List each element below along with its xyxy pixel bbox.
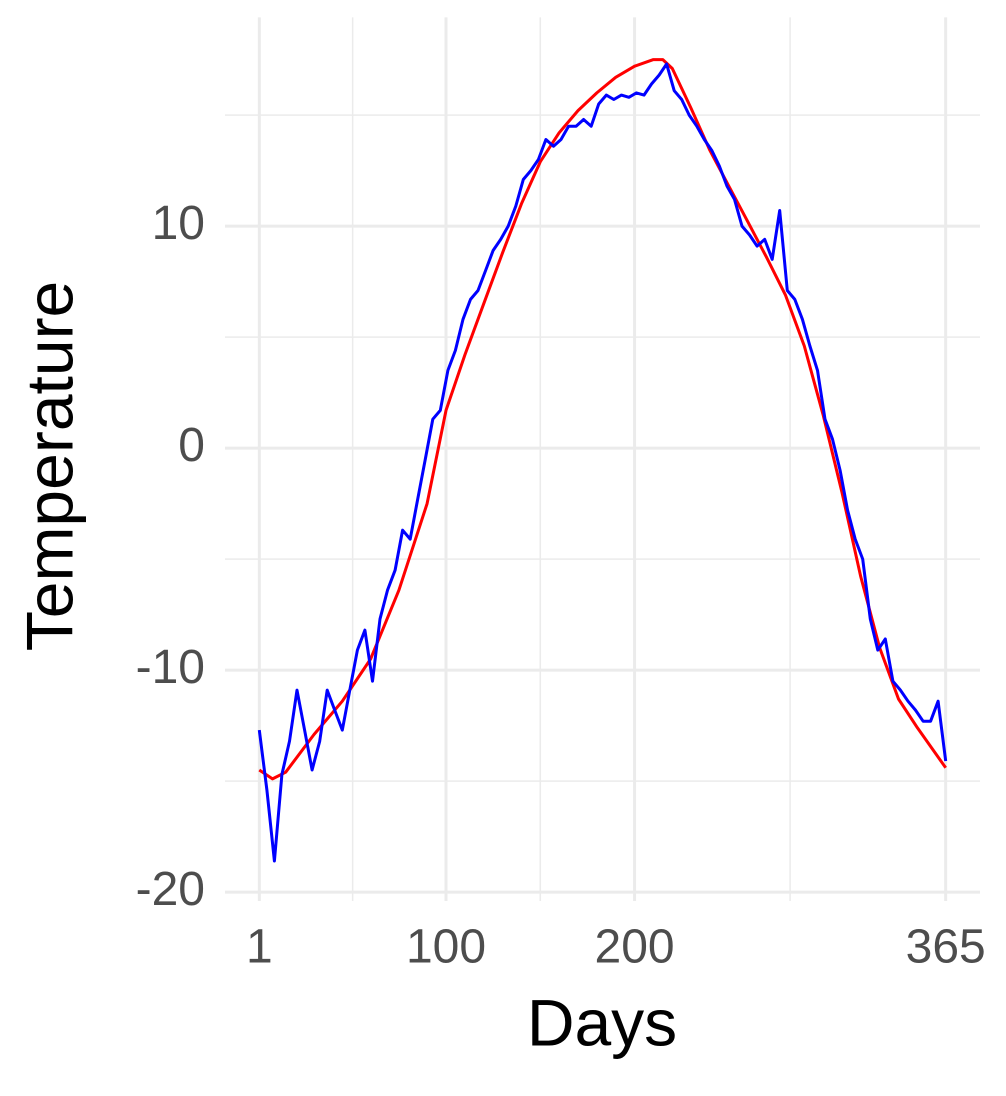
data-line — [257, 62, 948, 863]
y-tick-label: 0 — [178, 419, 205, 472]
data-line — [258, 58, 947, 781]
y-tick-label: -20 — [136, 863, 205, 916]
x-axis-title: Days — [527, 985, 677, 1059]
y-axis-title: Temperature — [12, 281, 86, 652]
x-tick-label: 200 — [595, 921, 675, 974]
x-tick-label: 1 — [246, 921, 273, 974]
x-tick-label: 100 — [406, 921, 486, 974]
y-tick-label: -10 — [136, 641, 205, 694]
x-tick-label: 365 — [906, 921, 986, 974]
y-tick-label: 10 — [152, 197, 205, 250]
